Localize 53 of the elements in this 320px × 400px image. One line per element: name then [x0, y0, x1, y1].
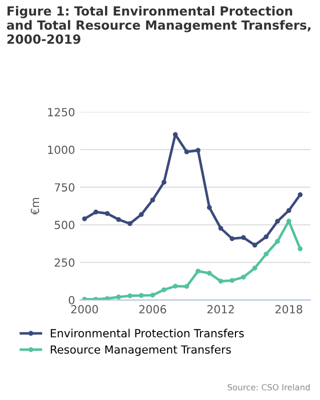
source-note: Source: CSO Ireland: [228, 384, 310, 390]
y-tick-label: 1000: [48, 146, 74, 154]
x-tick-label: 2012: [207, 305, 234, 314]
point: [286, 208, 292, 213]
point: [298, 246, 303, 252]
point: [264, 234, 269, 240]
point: [116, 294, 122, 300]
point: [82, 216, 87, 222]
point: [162, 287, 166, 292]
point: [275, 218, 280, 224]
point: [184, 149, 190, 154]
legend-label: Resource Management Transfers: [50, 345, 231, 356]
point: [264, 252, 269, 257]
y-tick-label: 0: [68, 296, 74, 304]
point: [184, 284, 190, 289]
point: [150, 198, 156, 202]
point: [252, 242, 258, 248]
y-axis-title: €m: [30, 198, 40, 215]
x-tick-label: 2018: [276, 305, 302, 314]
point: [196, 148, 200, 153]
point: [172, 132, 178, 137]
point: [138, 293, 144, 298]
point: [218, 226, 224, 231]
point: [172, 284, 178, 289]
point: [128, 221, 132, 226]
point: [230, 278, 235, 283]
y-tick-label: 500: [54, 220, 74, 230]
y-tick-label: 1250: [48, 108, 74, 116]
point: [206, 270, 212, 276]
point: [150, 292, 156, 298]
x-tick-label: 2006: [139, 305, 166, 314]
point: [116, 217, 122, 222]
point: [286, 218, 292, 224]
point: [241, 235, 246, 240]
point: [128, 293, 132, 298]
chart-title: Figure 1: Total Environmental Protection and Total Resource Management Transfers, 2000-2019: [6, 6, 310, 44]
point: [93, 210, 98, 214]
point: [230, 236, 235, 242]
y-tick-label: 750: [54, 183, 74, 192]
point: [104, 211, 110, 216]
point: [206, 205, 212, 210]
point: [241, 274, 246, 280]
point: [275, 238, 280, 244]
point: [138, 212, 144, 218]
point: [218, 278, 224, 284]
point: [298, 192, 303, 198]
point: [196, 268, 200, 274]
point: [252, 266, 258, 271]
point: [162, 180, 166, 185]
point: [82, 296, 87, 300]
y-tick-label: 250: [54, 258, 74, 267]
x-tick-label: 2000: [71, 305, 98, 314]
legend-label: Environmental Protection Transfers: [50, 328, 244, 338]
